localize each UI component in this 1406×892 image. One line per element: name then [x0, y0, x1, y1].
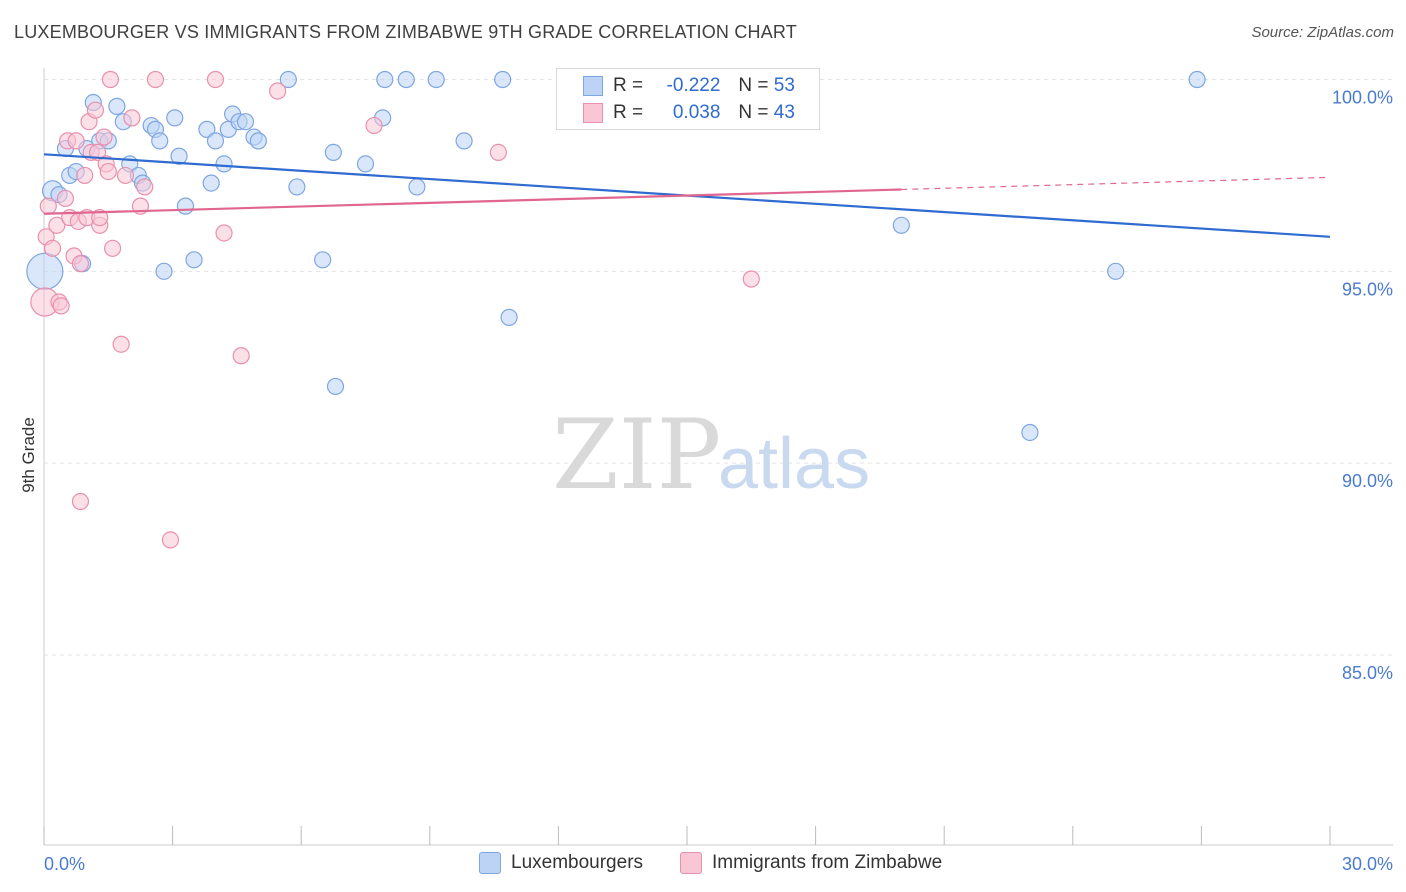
x-tick-label-max: 30.0%	[1342, 854, 1393, 874]
luxembourger-point	[176, 197, 195, 215]
x-tick-label-min: 0.0%	[44, 854, 85, 874]
legend-item-luxembourgers[interactable]: Luxembourgers	[479, 852, 643, 874]
zimbabwe-point	[99, 162, 117, 181]
legend-r-value: 0.038	[672, 102, 721, 123]
legend-swatch-blue	[583, 76, 603, 96]
zimbabwe-point	[269, 82, 287, 100]
legend-row-zimbabwe: R = 0.038 N = 43	[583, 100, 795, 126]
luxembourger-point	[892, 216, 910, 234]
zimbabwe-point	[103, 239, 122, 257]
luxembourger-point	[455, 132, 473, 150]
luxembourger-point	[198, 120, 216, 138]
zimbabwe-point	[43, 239, 62, 257]
zimbabwe-point	[95, 128, 113, 146]
luxembourger-point	[108, 97, 126, 115]
series-legend: Luxembourgers Immigrants from Zimbabwe	[0, 852, 1406, 878]
y-tick-labels: 100.0% 95.0% 90.0% 85.0%	[1332, 88, 1393, 684]
luxembourger-point	[314, 251, 332, 269]
legend-label: Immigrants from Zimbabwe	[712, 852, 943, 873]
zimbabwe-point	[39, 197, 57, 215]
watermark-atlas: atlas	[718, 424, 870, 504]
zimbabwe-point	[52, 297, 70, 315]
zimbabwe-point	[742, 270, 760, 288]
luxembourger-point	[1188, 70, 1206, 89]
zimbabwe-point	[48, 216, 66, 234]
luxembourger-point	[166, 109, 184, 127]
zimbabwe-point	[215, 224, 233, 242]
legend-n-label: N =	[738, 102, 769, 123]
luxembourger-point	[185, 251, 203, 269]
stats-legend: R = -0.222 N = 53 R = 0.038 N = 43	[556, 68, 820, 130]
luxembourger-point	[170, 147, 188, 165]
luxembourger-point	[408, 178, 426, 196]
legend-item-zimbabwe[interactable]: Immigrants from Zimbabwe	[680, 852, 942, 874]
luxembourger-point	[1021, 423, 1039, 442]
legend-label: Luxembourgers	[511, 852, 644, 873]
watermark-zip: ZIP	[552, 399, 721, 511]
zimbabwe-point	[146, 70, 165, 89]
luxembourger-point	[376, 70, 394, 89]
legend-swatch-pink	[680, 852, 702, 874]
luxembourger-point	[324, 143, 342, 161]
luxembourger-point	[356, 155, 375, 173]
y-tick-label: 85.0%	[1342, 663, 1393, 683]
y-axis-title: 9th Grade	[19, 417, 38, 493]
luxembourger-point	[1107, 262, 1125, 280]
y-tick-label: 90.0%	[1342, 471, 1393, 491]
chart-title: LUXEMBOURGER VS IMMIGRANTS FROM ZIMBABWE…	[14, 22, 798, 42]
luxembourger-point	[288, 178, 306, 196]
luxembourger-point	[494, 70, 512, 89]
luxembourger-point	[249, 132, 267, 150]
zimbabwe-point	[71, 255, 90, 273]
luxembourger-point	[236, 113, 255, 131]
legend-swatch-blue	[479, 852, 501, 874]
zimbabwe-point	[91, 209, 109, 227]
luxembourger-point	[155, 262, 173, 280]
source-label: Source: ZipAtlas.com	[1251, 24, 1394, 41]
legend-r-label: R =	[613, 102, 644, 123]
zimbabwe-point	[71, 492, 90, 511]
luxembourger-point	[26, 252, 64, 290]
zimbabwe-point	[86, 101, 105, 119]
legend-r-label: R =	[613, 75, 644, 96]
luxembourger-point	[215, 155, 233, 173]
legend-r-value: -0.222	[666, 75, 721, 96]
luxembourger-point	[500, 308, 518, 326]
legend-n-label: N =	[738, 75, 769, 96]
zimbabwe-point	[101, 70, 120, 89]
luxembourger-point	[397, 70, 415, 89]
legend-swatch-pink	[583, 103, 603, 123]
zimbabwe-point	[76, 166, 94, 185]
zimbabwe-point	[56, 189, 75, 208]
luxembourger-point	[427, 70, 445, 89]
zimbabwe-trend-extension	[901, 176, 1331, 191]
grid-lines	[44, 79, 1393, 656]
luxembourger-point	[202, 174, 220, 192]
y-tick-label: 95.0%	[1342, 279, 1393, 299]
legend-row-luxembourgers: R = -0.222 N = 53	[583, 73, 795, 99]
zimbabwe-point	[136, 178, 154, 196]
axes	[43, 68, 1393, 846]
zimbabwe-point	[232, 347, 250, 365]
zimbabwe-trend-line	[43, 188, 902, 215]
legend-n-value: 53	[773, 75, 795, 96]
zimbabwe-point	[206, 70, 225, 89]
data-points	[26, 70, 1206, 549]
zimbabwe-point	[489, 143, 507, 161]
luxembourger-point	[151, 132, 169, 150]
luxembourger-point	[206, 132, 225, 150]
zimbabwe-point	[112, 335, 130, 353]
luxembourger-point	[279, 70, 297, 89]
y-tick-label: 100.0%	[1332, 88, 1393, 108]
luxembourger-point	[326, 377, 345, 396]
zimbabwe-point	[116, 166, 135, 185]
trend-lines	[43, 153, 1331, 238]
zimbabwe-point	[365, 116, 383, 135]
zimbabwe-point	[123, 109, 141, 127]
zimbabwe-point	[67, 132, 85, 150]
legend-n-value: 43	[773, 102, 795, 123]
zimbabwe-point	[161, 531, 180, 549]
